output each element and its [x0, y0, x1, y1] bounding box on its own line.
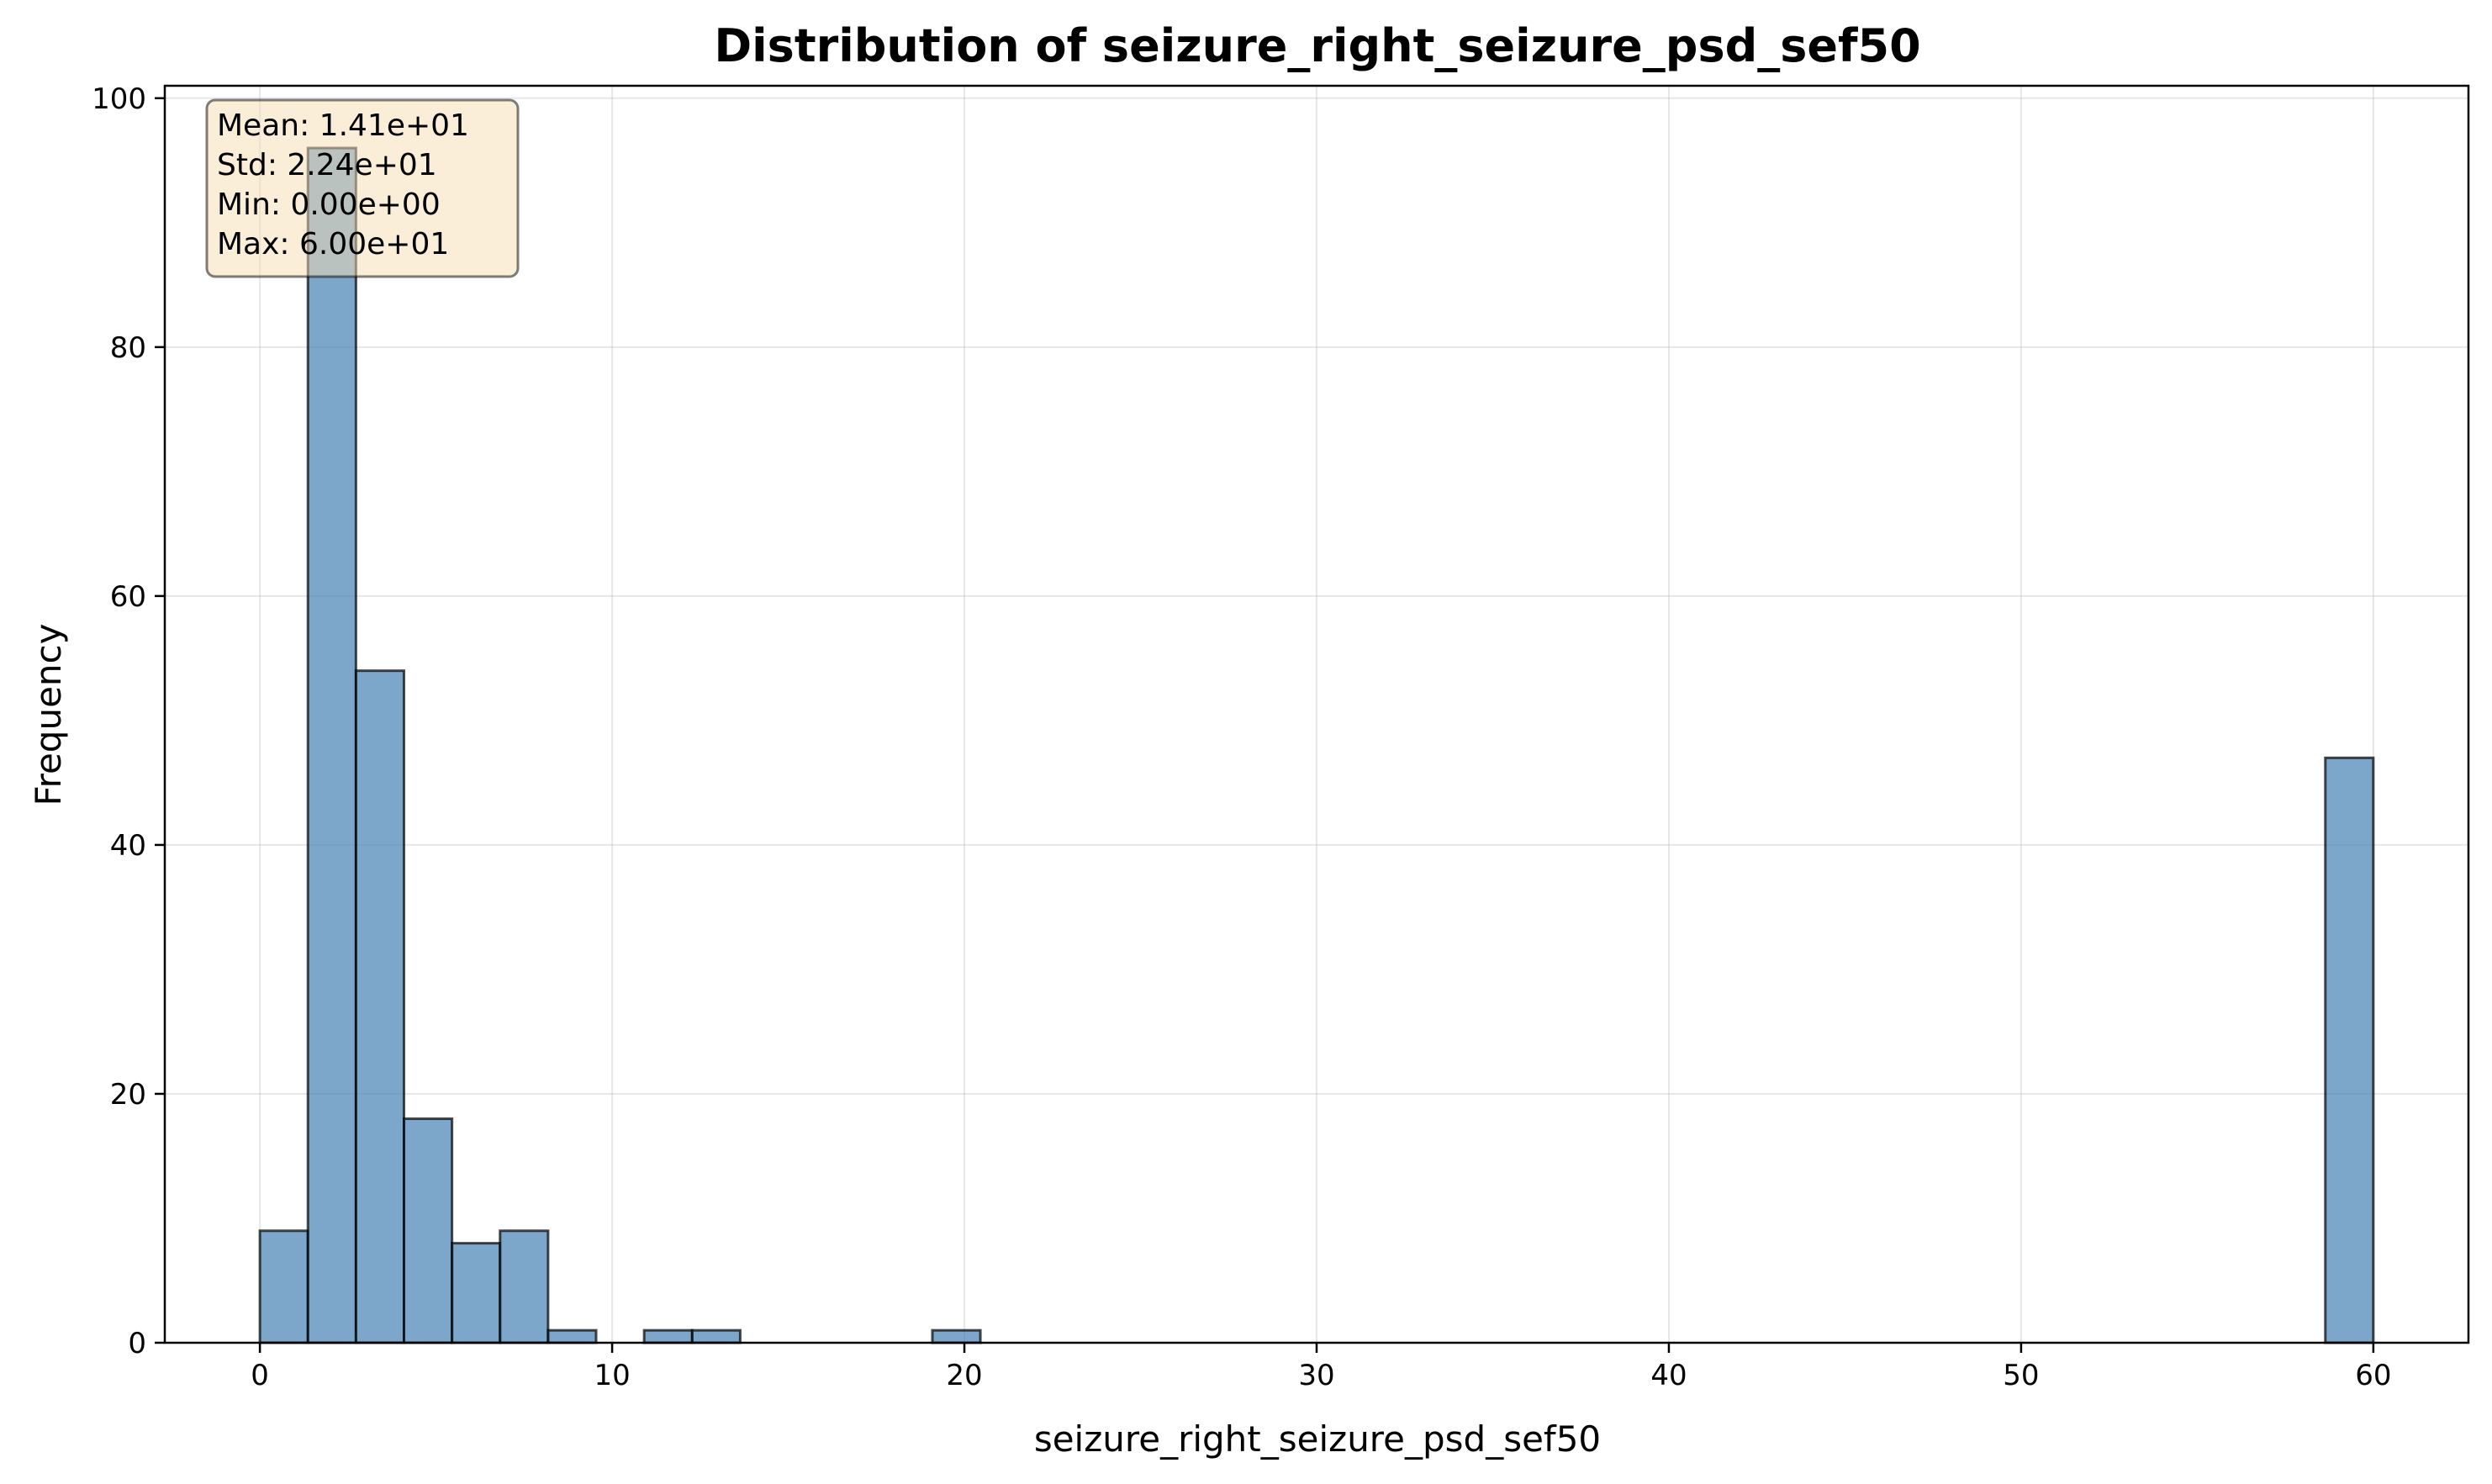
y-tick-label: 60 [110, 580, 146, 614]
stats-annotation: Mean: 1.41e+01 Std: 2.24e+01 Min: 0.00e+… [205, 98, 520, 278]
x-tick-label: 40 [1650, 1359, 1687, 1392]
y-tick-label: 0 [128, 1327, 146, 1360]
y-axis-ticks: 0 20 40 60 80 100 [92, 82, 165, 1360]
histogram-bar [931, 1328, 982, 1344]
histogram-bar [451, 1242, 502, 1344]
histogram-bar [642, 1328, 694, 1344]
y-tick-label: 40 [110, 829, 146, 863]
stats-min: Min: 0.00e+00 [217, 187, 441, 222]
histogram-bar [2324, 756, 2375, 1344]
x-tick-label: 10 [594, 1359, 630, 1392]
stats-max: Max: 6.00e+01 [217, 227, 449, 261]
stats-box [205, 98, 520, 278]
x-tick-label: 30 [1298, 1359, 1334, 1392]
y-tick-label: 100 [92, 82, 146, 116]
x-tick-label: 20 [946, 1359, 982, 1392]
histogram-bars [258, 146, 2375, 1344]
stats-std: Std: 2.24e+01 [217, 148, 437, 182]
grid-lines [165, 86, 2468, 1344]
x-axis-ticks: 0 10 20 30 40 50 60 [251, 1343, 2392, 1392]
y-axis-label: Frequency [28, 624, 69, 806]
stats-mean: Mean: 1.41e+01 [217, 108, 469, 143]
histogram-bar [354, 669, 406, 1344]
x-tick-label: 50 [2003, 1359, 2039, 1392]
y-tick-label: 20 [110, 1078, 146, 1112]
x-tick-label: 0 [251, 1359, 269, 1392]
x-axis-label: seizure_right_seizure_psd_sef50 [1034, 1418, 1601, 1460]
histogram-bar [306, 146, 357, 1344]
chart-title: Distribution of seizure_right_seizure_ps… [714, 19, 1920, 72]
histogram-bar [403, 1117, 454, 1344]
x-tick-label: 60 [2355, 1359, 2391, 1392]
histogram-bar [499, 1229, 550, 1344]
histogram-bar [546, 1328, 598, 1344]
y-tick-label: 80 [110, 331, 146, 365]
histogram-bar [258, 1229, 309, 1344]
histogram-bar [690, 1328, 742, 1344]
